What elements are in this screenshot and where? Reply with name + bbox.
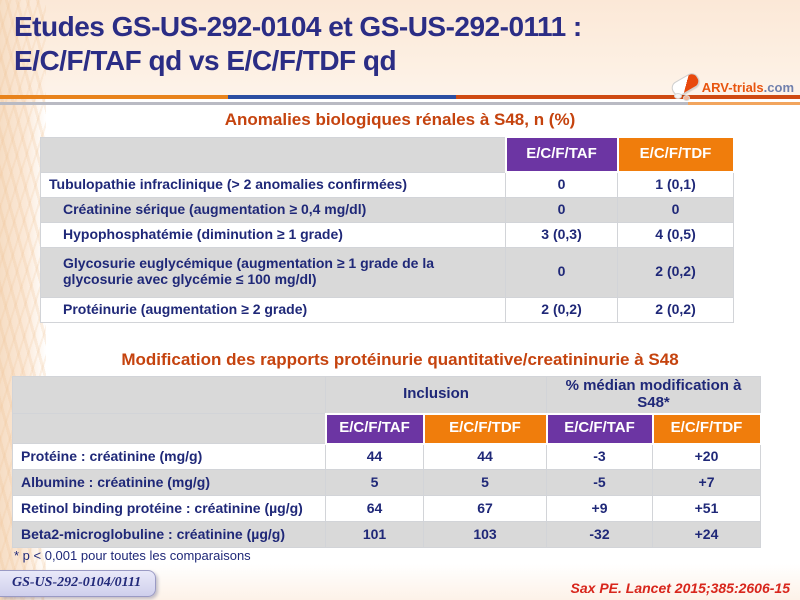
- row-label-cell: Retinol binding protéine : créatinine (µ…: [12, 495, 326, 523]
- slide-title-line2: E/C/F/TAF qd vs E/C/F/TDF qd: [14, 45, 397, 77]
- table2-group-header-row: Inclusion % médian modification à S48*: [12, 375, 761, 415]
- table-row: Hypophosphatémie (diminution ≥ 1 grade) …: [40, 221, 734, 248]
- header-divider: [0, 95, 800, 105]
- value-cell: 67: [423, 495, 547, 523]
- slide-title-line1: Etudes GS-US-292-0104 et GS-US-292-0111 …: [14, 11, 582, 42]
- proteinuria-ratios-table: Inclusion % médian modification à S48* E…: [12, 375, 762, 549]
- table2-header-taf-inclusion: E/C/F/TAF: [324, 412, 425, 445]
- table2-header-taf-modification: E/C/F/TAF: [545, 412, 654, 445]
- group-header-modification: % médian modification à S48*: [546, 375, 761, 415]
- logo-text-main: ARV-trials: [701, 79, 764, 95]
- value-cell: -32: [546, 521, 653, 549]
- value-cell: 5: [423, 469, 547, 497]
- logo-text: ARV-trials.com: [702, 80, 794, 95]
- value-cell-taf: 0: [505, 171, 618, 198]
- value-cell: +7: [652, 469, 761, 497]
- row-label-cell: Beta2-microglobuline : créatinine (µg/g): [12, 521, 326, 549]
- pill-capsule-icon: [668, 70, 702, 101]
- value-cell: -3: [546, 443, 653, 471]
- value-cell: 44: [325, 443, 424, 471]
- value-cell: +20: [652, 443, 761, 471]
- row-label-cell: Protéinurie (augmentation ≥ 2 grade): [40, 296, 506, 323]
- top-background-band: [0, 0, 800, 97]
- value-cell: 101: [325, 521, 424, 549]
- table2-empty-header-cell: [12, 375, 326, 415]
- value-cell: +51: [652, 495, 761, 523]
- row-label-cell: Tubulopathie infraclinique (> 2 anomalie…: [40, 171, 506, 198]
- value-cell: +9: [546, 495, 653, 523]
- table-row: Protéinurie (augmentation ≥ 2 grade) 2 (…: [40, 296, 734, 323]
- value-cell: 44: [423, 443, 547, 471]
- footnote: * p < 0,001 pour toutes les comparaisons: [14, 548, 251, 563]
- row-label-cell: Protéine : créatinine (mg/g): [12, 443, 326, 471]
- table-row: Tubulopathie infraclinique (> 2 anomalie…: [40, 171, 734, 198]
- row-label-cell: Albumine : créatinine (mg/g): [12, 469, 326, 497]
- table2-column-header-row: E/C/F/TAF E/C/F/TDF E/C/F/TAF E/C/F/TDF: [12, 412, 762, 445]
- table1-empty-header-cell: [40, 136, 506, 173]
- header-divider-top-line: [0, 95, 800, 99]
- value-cell-taf: 2 (0,2): [505, 296, 618, 323]
- table-row: Protéine : créatinine (mg/g) 44 44 -3 +2…: [12, 443, 761, 471]
- value-cell: 5: [325, 469, 424, 497]
- group-header-inclusion: Inclusion: [325, 375, 547, 415]
- table-row: Albumine : créatinine (mg/g) 5 5 -5 +7: [12, 469, 761, 497]
- section1-title: Anomalies biologiques rénales à S48, n (…: [224, 110, 576, 129]
- table-row: Beta2-microglobuline : créatinine (µg/g)…: [12, 521, 761, 549]
- value-cell: -5: [546, 469, 653, 497]
- arv-trials-logo: ARV-trials.com: [668, 70, 794, 101]
- table-row: Retinol binding protéine : créatinine (µ…: [12, 495, 761, 523]
- table1-header-taf: E/C/F/TAF: [504, 136, 619, 173]
- value-cell: +24: [652, 521, 761, 549]
- value-cell-taf: 3 (0,3): [505, 221, 618, 248]
- value-cell-tdf: 4 (0,5): [617, 221, 734, 248]
- table-row: Glycosurie euglycémique (augmentation ≥ …: [40, 246, 734, 298]
- value-cell-taf: 0: [505, 246, 618, 298]
- row-label-cell: Glycosurie euglycémique (augmentation ≥ …: [40, 246, 506, 298]
- value-cell: 103: [423, 521, 547, 549]
- table2-empty-header-cell: [12, 413, 326, 445]
- table-row: Créatinine sérique (augmentation ≥ 0,4 m…: [40, 196, 734, 223]
- table2-header-tdf-inclusion: E/C/F/TDF: [422, 412, 548, 445]
- value-cell: 64: [325, 495, 424, 523]
- renal-anomalies-table: E/C/F/TAF E/C/F/TDF Tubulopathie infracl…: [40, 136, 735, 323]
- citation-reference: Sax PE. Lancet 2015;385:2606-15: [570, 580, 790, 596]
- value-cell-tdf: 1 (0,1): [617, 171, 734, 198]
- value-cell-tdf: 2 (0,2): [617, 246, 734, 298]
- header-divider-bottom-line: [0, 102, 800, 105]
- section2-title: Modification des rapports protéinurie qu…: [121, 350, 679, 369]
- study-id-badge: GS-US-292-0104/0111: [0, 570, 157, 597]
- table2-header-tdf-modification: E/C/F/TDF: [651, 412, 762, 445]
- row-label-cell: Créatinine sérique (augmentation ≥ 0,4 m…: [40, 196, 506, 223]
- row-label-cell: Hypophosphatémie (diminution ≥ 1 grade): [40, 221, 506, 248]
- slide-title: Etudes GS-US-292-0104 et GS-US-292-0111 …: [14, 10, 674, 78]
- value-cell-taf: 0: [505, 196, 618, 223]
- value-cell-tdf: 0: [617, 196, 734, 223]
- logo-text-suffix: .com: [763, 79, 794, 95]
- table1-header-row: E/C/F/TAF E/C/F/TDF: [40, 136, 735, 173]
- value-cell-tdf: 2 (0,2): [617, 296, 734, 323]
- table1-header-tdf: E/C/F/TDF: [616, 136, 735, 173]
